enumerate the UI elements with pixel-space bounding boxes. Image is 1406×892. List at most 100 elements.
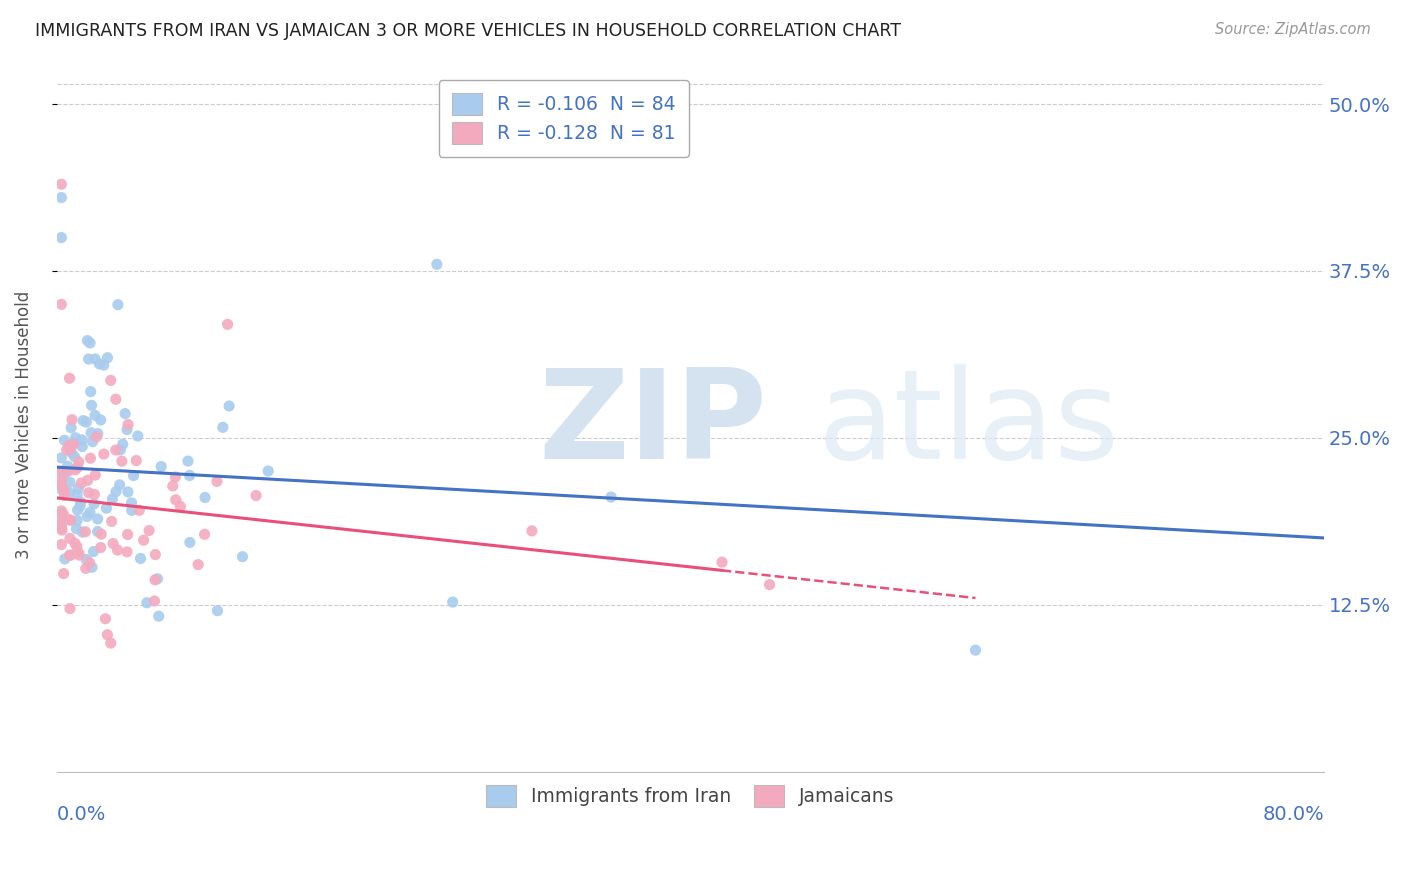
Point bbox=[60, 412, 83, 426]
Point bbox=[59, 548, 82, 562]
Point bbox=[76, 509, 98, 524]
Point bbox=[107, 298, 129, 312]
Point bbox=[83, 497, 105, 511]
Point bbox=[66, 460, 89, 475]
Point bbox=[53, 552, 76, 566]
Point bbox=[59, 601, 82, 615]
Point bbox=[51, 479, 73, 493]
Point bbox=[67, 548, 90, 562]
Point bbox=[51, 472, 73, 486]
Point bbox=[231, 549, 253, 564]
Point bbox=[127, 429, 149, 443]
Point bbox=[76, 473, 98, 487]
Point bbox=[125, 453, 148, 467]
Point bbox=[51, 504, 73, 518]
Point bbox=[60, 445, 83, 459]
Legend: Immigrants from Iran, Jamaicans: Immigrants from Iran, Jamaicans bbox=[478, 778, 901, 814]
Text: 0.0%: 0.0% bbox=[56, 805, 105, 824]
Point bbox=[107, 543, 129, 558]
Point bbox=[53, 488, 76, 502]
Point bbox=[84, 468, 107, 483]
Point bbox=[115, 545, 138, 559]
Point bbox=[117, 417, 139, 432]
Point bbox=[79, 335, 101, 350]
Point bbox=[129, 551, 152, 566]
Point bbox=[51, 517, 73, 532]
Text: ZIP: ZIP bbox=[538, 364, 768, 485]
Point bbox=[169, 500, 191, 514]
Point bbox=[100, 636, 122, 650]
Point bbox=[96, 351, 118, 365]
Text: atlas: atlas bbox=[817, 364, 1119, 485]
Point bbox=[70, 433, 93, 447]
Point bbox=[51, 510, 73, 524]
Point bbox=[79, 384, 101, 399]
Point bbox=[51, 464, 73, 478]
Point bbox=[67, 545, 90, 559]
Point bbox=[65, 463, 87, 477]
Point bbox=[600, 490, 623, 504]
Point bbox=[245, 489, 267, 503]
Text: IMMIGRANTS FROM IRAN VS JAMAICAN 3 OR MORE VEHICLES IN HOUSEHOLD CORRELATION CHA: IMMIGRANTS FROM IRAN VS JAMAICAN 3 OR MO… bbox=[35, 22, 901, 40]
Point bbox=[63, 536, 86, 550]
Point bbox=[100, 515, 122, 529]
Point bbox=[711, 555, 734, 569]
Point bbox=[67, 455, 90, 469]
Point bbox=[86, 430, 108, 444]
Point bbox=[96, 628, 118, 642]
Point bbox=[135, 596, 157, 610]
Point bbox=[63, 437, 86, 451]
Point bbox=[104, 392, 127, 407]
Point bbox=[51, 178, 73, 192]
Point bbox=[179, 468, 201, 483]
Point bbox=[75, 415, 97, 429]
Point bbox=[146, 572, 169, 586]
Point bbox=[138, 524, 160, 538]
Point bbox=[51, 466, 73, 480]
Point bbox=[65, 431, 87, 445]
Point bbox=[426, 257, 449, 271]
Point bbox=[59, 532, 82, 546]
Point bbox=[162, 479, 184, 493]
Point bbox=[67, 482, 90, 496]
Point bbox=[79, 556, 101, 570]
Text: Source: ZipAtlas.com: Source: ZipAtlas.com bbox=[1215, 22, 1371, 37]
Point bbox=[100, 373, 122, 387]
Point bbox=[165, 492, 187, 507]
Point bbox=[51, 506, 73, 520]
Point bbox=[70, 476, 93, 491]
Point bbox=[76, 334, 98, 348]
Point bbox=[177, 454, 200, 468]
Point bbox=[80, 398, 103, 412]
Point bbox=[165, 470, 187, 484]
Point bbox=[143, 573, 166, 587]
Point bbox=[217, 318, 239, 332]
Point bbox=[143, 548, 166, 562]
Point bbox=[212, 420, 235, 434]
Point bbox=[51, 483, 73, 497]
Point bbox=[82, 434, 104, 449]
Point bbox=[96, 501, 118, 516]
Point bbox=[105, 484, 128, 499]
Point bbox=[51, 190, 73, 204]
Point bbox=[108, 478, 131, 492]
Point bbox=[72, 440, 94, 454]
Point bbox=[86, 512, 108, 526]
Point bbox=[207, 604, 229, 618]
Point bbox=[52, 566, 75, 581]
Point bbox=[111, 437, 134, 451]
Point bbox=[93, 447, 115, 461]
Point bbox=[117, 527, 139, 541]
Point bbox=[51, 523, 73, 537]
Point bbox=[117, 484, 139, 499]
Point bbox=[58, 371, 80, 385]
Point bbox=[90, 541, 112, 555]
Point bbox=[75, 524, 97, 539]
Point bbox=[132, 533, 155, 548]
Point bbox=[82, 544, 104, 558]
Point bbox=[83, 487, 105, 501]
Point bbox=[75, 561, 97, 575]
Point bbox=[90, 413, 112, 427]
Point bbox=[51, 450, 73, 465]
Point bbox=[110, 442, 132, 457]
